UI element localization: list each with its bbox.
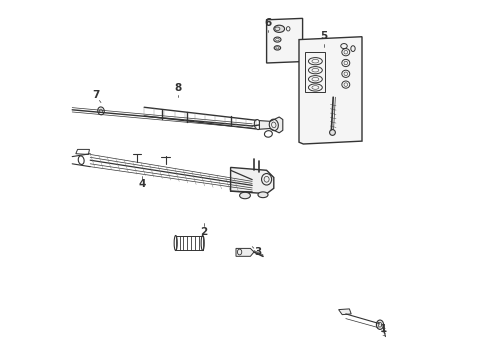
Ellipse shape (240, 192, 250, 199)
Text: 8: 8 (175, 83, 182, 93)
Text: 3: 3 (254, 247, 261, 257)
Text: 4: 4 (139, 179, 146, 189)
Text: 1: 1 (380, 324, 387, 334)
Text: 2: 2 (200, 227, 207, 237)
Ellipse shape (274, 25, 285, 32)
Polygon shape (259, 117, 283, 133)
Polygon shape (267, 18, 303, 63)
Ellipse shape (330, 130, 335, 135)
Ellipse shape (258, 192, 268, 198)
Polygon shape (236, 248, 254, 256)
Polygon shape (231, 167, 274, 194)
Text: 5: 5 (320, 31, 328, 41)
Polygon shape (299, 37, 362, 144)
Bar (305, 52, 325, 92)
Polygon shape (339, 309, 351, 315)
Ellipse shape (376, 320, 384, 329)
Text: 6: 6 (265, 18, 272, 28)
Text: 7: 7 (92, 90, 99, 100)
